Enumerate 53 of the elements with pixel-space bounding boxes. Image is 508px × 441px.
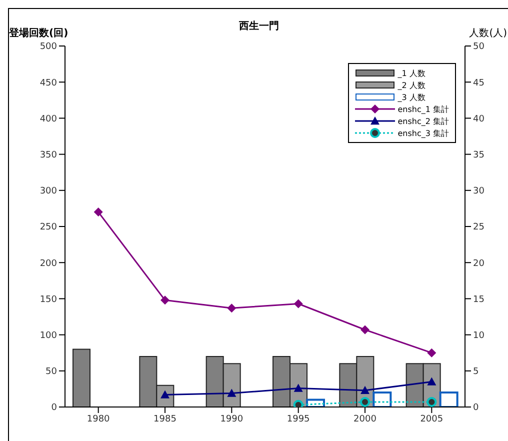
x-tick-label: 2005 — [420, 414, 444, 424]
y2-tick-label: 10 — [473, 330, 485, 341]
legend-label: _3 人数 — [398, 92, 426, 102]
y-tick-label: 200 — [40, 258, 58, 269]
y2-axis-title: 人数(人) — [469, 27, 507, 40]
y2-tick-label: 15 — [473, 294, 484, 305]
y-tick-label: 400 — [40, 114, 58, 124]
y-tick-label: 50 — [46, 367, 58, 378]
y-tick-label: 300 — [40, 186, 58, 197]
y-tick-label: 100 — [40, 330, 58, 341]
bar — [72, 348, 90, 407]
x-tick-label: 2000 — [354, 414, 377, 424]
y2-tick-label: 25 — [473, 222, 484, 233]
y2-tick-label: 45 — [473, 78, 484, 88]
point — [426, 396, 437, 407]
point — [427, 377, 436, 386]
x-tick-label: 1980 — [86, 414, 110, 424]
x-tick-label: 1990 — [220, 414, 244, 424]
bar — [372, 392, 392, 407]
x-tick-label: 1995 — [286, 414, 310, 424]
point — [427, 348, 436, 358]
point — [360, 396, 370, 407]
point — [294, 384, 303, 392]
legend-label: _2 人数 — [398, 80, 426, 90]
y-tick-label: 350 — [40, 150, 58, 160]
point — [294, 299, 303, 308]
y-tick-label: 450 — [40, 78, 58, 88]
y2-tick-label: 50 — [473, 42, 485, 52]
y-axis-title: 登場回数(回) — [9, 26, 68, 40]
point — [227, 388, 236, 397]
y-tick-label: 0 — [51, 403, 58, 414]
y2-tick-label: 35 — [473, 150, 484, 160]
y2-tick-label: 0 — [473, 403, 479, 414]
legend-label: enshc_2 集計 — [398, 116, 449, 126]
point — [227, 304, 236, 313]
y2-tick-label: 20 — [473, 258, 485, 269]
y2-tick-label: 40 — [473, 114, 485, 124]
chart-title: 西生一門 — [239, 21, 279, 32]
y2-tick-label: 30 — [473, 186, 485, 197]
bar — [439, 392, 458, 407]
point — [94, 208, 103, 217]
y-tick-label: 250 — [40, 222, 58, 233]
y-tick-label: 500 — [40, 42, 58, 52]
point — [360, 386, 370, 394]
y2-tick-label: 5 — [473, 367, 479, 378]
point — [160, 296, 170, 305]
point — [360, 325, 370, 334]
x-tick-label: 1985 — [154, 414, 176, 424]
point — [293, 400, 304, 407]
legend-label: enshc_1 集計 — [398, 104, 449, 114]
legend-label: _1 人数 — [398, 68, 426, 78]
legend-label: enshc_3 集計 — [398, 128, 449, 138]
y-tick-label: 150 — [40, 294, 58, 305]
